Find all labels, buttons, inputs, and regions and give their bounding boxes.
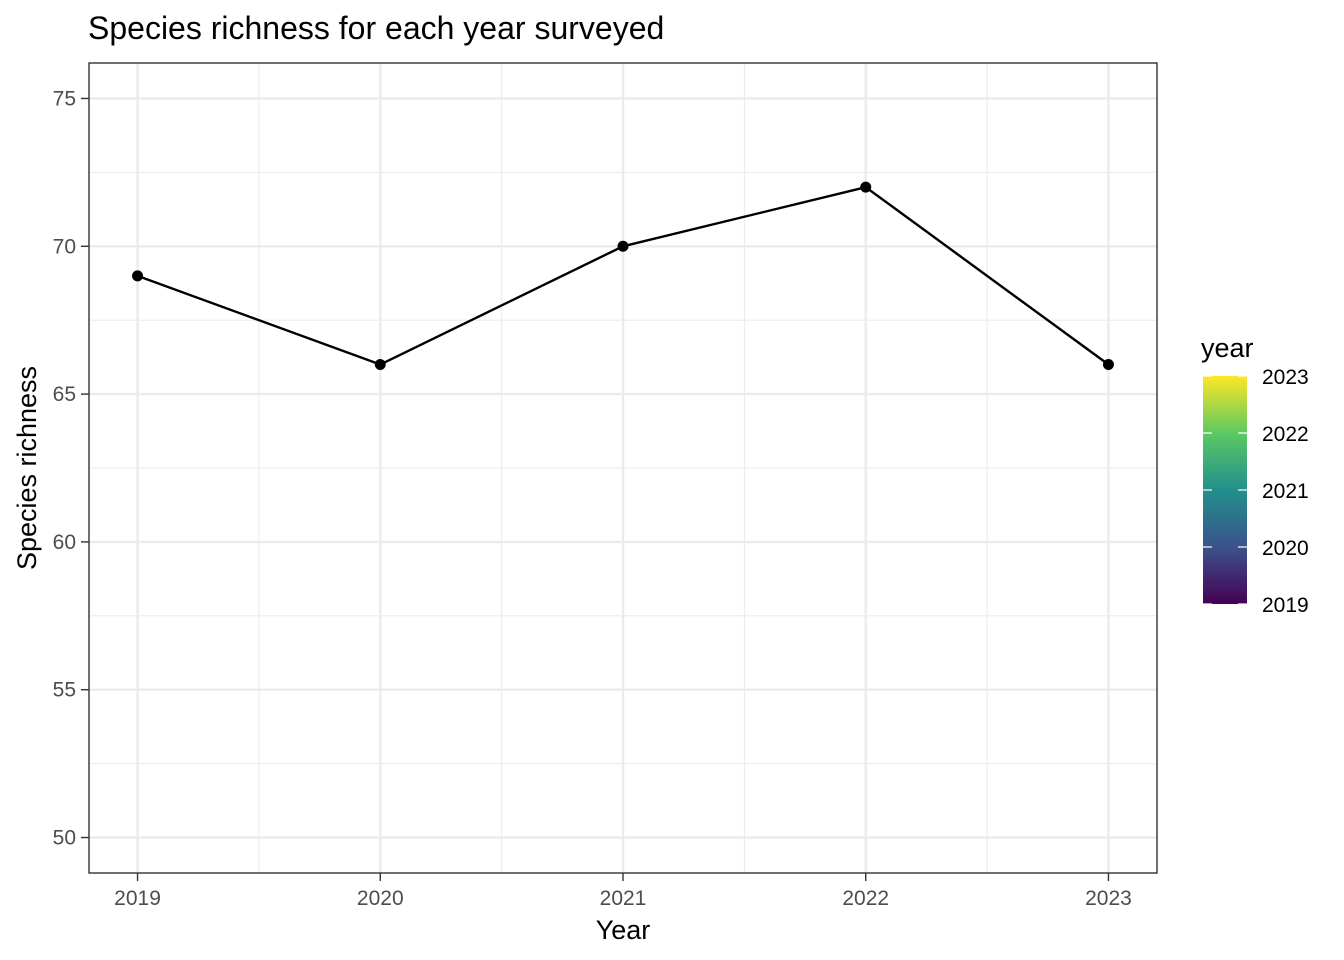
y-tick-label: 65 [53,383,76,406]
legend-label: 2020 [1262,537,1309,560]
data-point [132,270,144,282]
y-tick-label: 50 [53,827,76,850]
data-point [1102,359,1114,371]
legend: year 2023 2022 2021 2020 2019 [1201,333,1309,617]
legend-label: 2019 [1262,594,1309,617]
y-axis-title: Species richness [12,366,42,570]
legend-label: 2023 [1262,366,1309,389]
grid-major [89,63,1157,873]
x-tick-label: 2022 [842,887,889,910]
y-tick-label: 75 [53,87,76,110]
legend-title: year [1201,333,1254,363]
chart-title: Species richness for each year surveyed [88,10,664,46]
x-axis-title: Year [596,915,651,945]
x-axis: 2019 2020 2021 2022 2023 [114,873,1132,910]
data-point [860,181,872,193]
y-tick-label: 60 [53,531,76,554]
series [132,181,1114,371]
y-axis: 50 55 60 65 70 75 [53,87,89,850]
legend-label: 2022 [1262,423,1309,446]
y-tick-label: 55 [53,679,76,702]
legend-label: 2021 [1262,480,1309,503]
data-point [374,359,386,371]
x-tick-label: 2019 [114,887,161,910]
data-point [617,240,629,252]
x-tick-label: 2023 [1085,887,1132,910]
y-tick-label: 70 [53,235,76,258]
x-tick-label: 2020 [357,887,404,910]
legend-ticks: 2023 2022 2021 2020 2019 [1203,366,1309,617]
x-tick-label: 2021 [600,887,647,910]
